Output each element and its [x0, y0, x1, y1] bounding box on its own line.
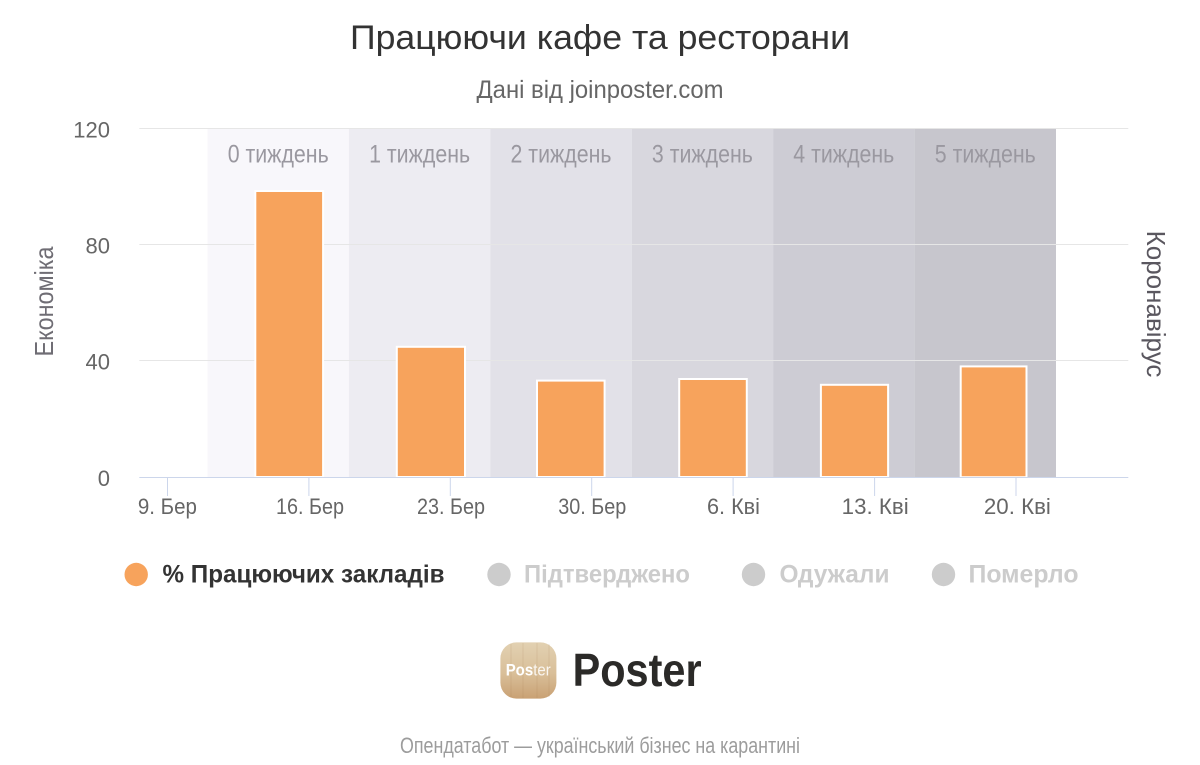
svg-text:40: 40: [86, 350, 110, 375]
svg-text:1 тиждень: 1 тиждень: [369, 141, 470, 169]
svg-text:Опендатабот — український бізн: Опендатабот — український бізнес на кара…: [400, 733, 800, 758]
svg-text:0: 0: [98, 466, 110, 491]
svg-text:Працюючи кафе та ресторани: Працюючи кафе та ресторани: [350, 19, 850, 57]
svg-text:Підтверджено: Підтверджено: [524, 561, 690, 589]
svg-text:Одужали: Одужали: [780, 561, 890, 589]
svg-text:23. Бер: 23. Бер: [417, 494, 485, 519]
svg-text:0 тиждень: 0 тиждень: [228, 141, 329, 169]
svg-text:13. Кві: 13. Кві: [842, 494, 909, 519]
svg-text:% Працюючих закладів: % Працюючих закладів: [163, 561, 445, 589]
svg-text:16. Бер: 16. Бер: [276, 494, 344, 519]
svg-text:120: 120: [73, 118, 110, 143]
svg-text:30. Бер: 30. Бер: [558, 494, 626, 519]
svg-text:Poster: Poster: [506, 662, 551, 680]
svg-text:20. Кві: 20. Кві: [984, 494, 1051, 519]
svg-text:Померло: Померло: [969, 561, 1079, 589]
svg-text:3 тиждень: 3 тиждень: [652, 141, 753, 169]
svg-text:2 тиждень: 2 тиждень: [511, 141, 612, 169]
svg-text:9. Бер: 9. Бер: [138, 494, 197, 519]
svg-text:5 тиждень: 5 тиждень: [935, 141, 1036, 169]
svg-text:Коронавірус: Коронавірус: [1141, 231, 1171, 378]
svg-text:80: 80: [86, 234, 110, 259]
svg-text:Poster: Poster: [573, 644, 702, 696]
svg-text:6. Кві: 6. Кві: [707, 494, 760, 519]
svg-text:Дані від joinposter.com: Дані від joinposter.com: [477, 76, 724, 104]
svg-text:4 тиждень: 4 тиждень: [793, 141, 894, 169]
svg-text:Економіка: Економіка: [29, 246, 59, 356]
